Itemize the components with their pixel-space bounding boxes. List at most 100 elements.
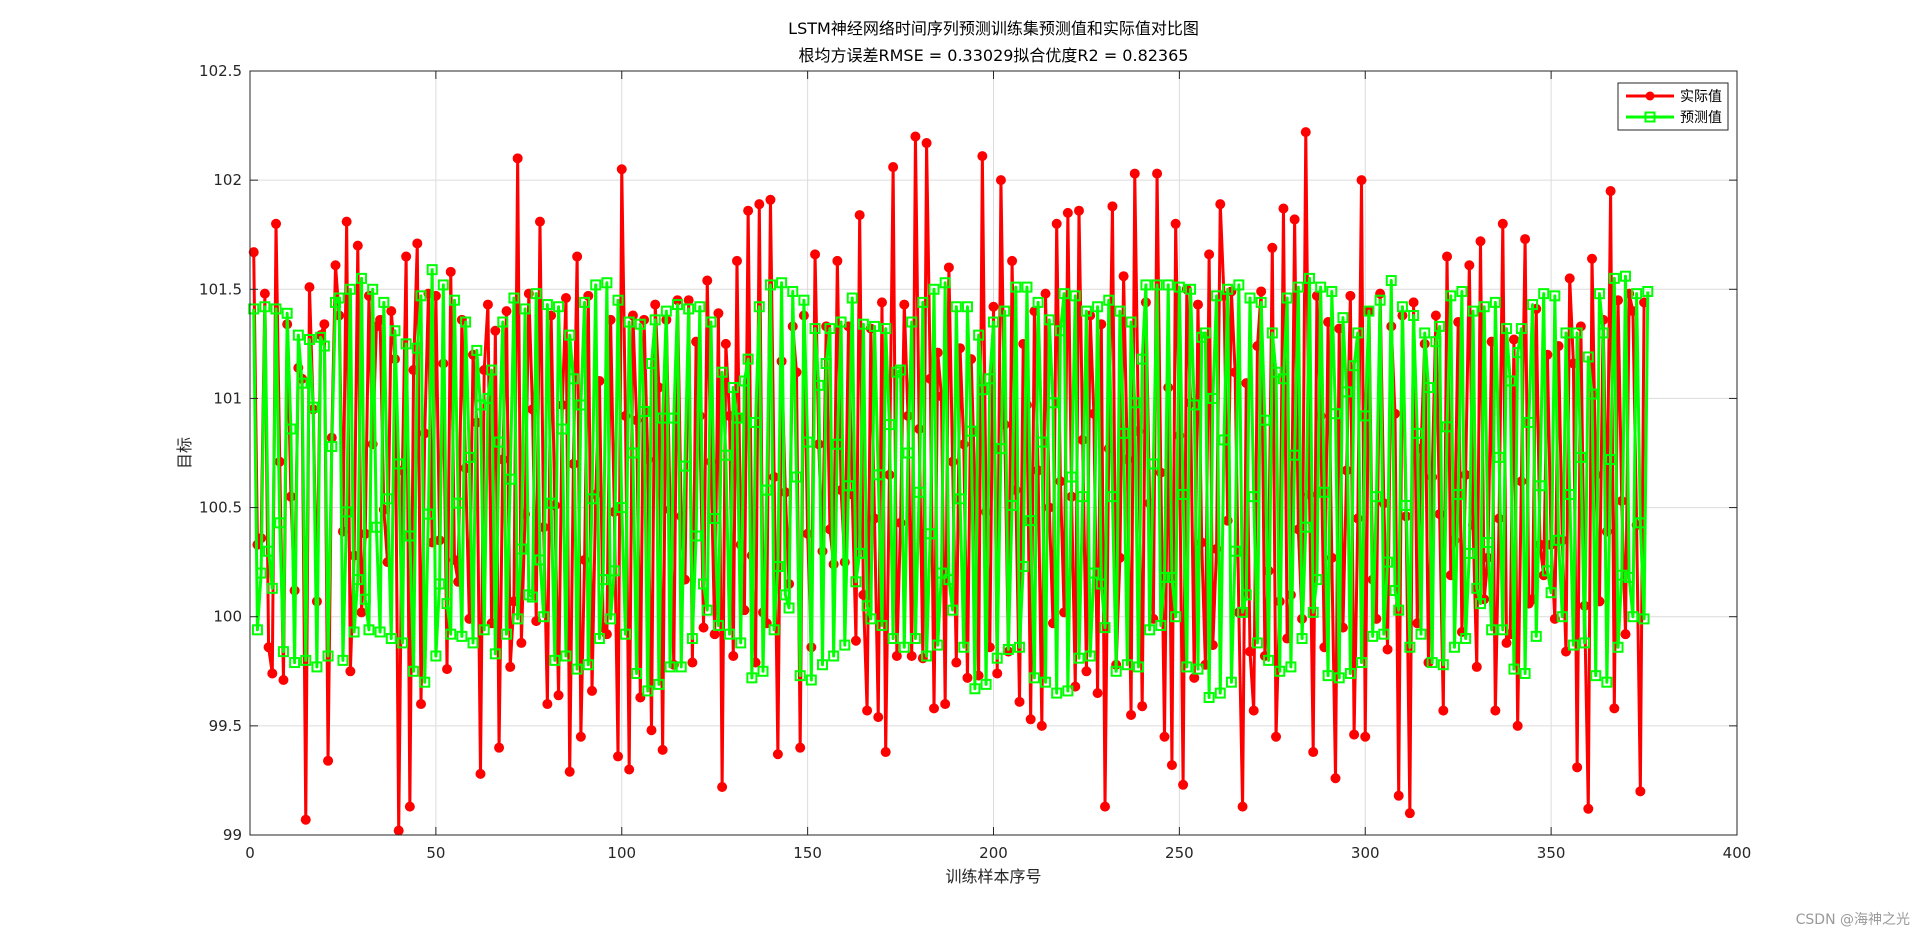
data-point	[810, 249, 821, 260]
data-point	[270, 303, 282, 315]
data-point	[1475, 236, 1486, 247]
data-point	[713, 308, 724, 319]
data-point	[1281, 292, 1293, 304]
data-point	[590, 279, 602, 291]
data-point	[1271, 731, 1282, 742]
data-point	[795, 742, 806, 753]
data-point	[1634, 517, 1646, 529]
data-point	[259, 301, 271, 313]
data-point	[560, 293, 571, 304]
data-point	[1204, 249, 1215, 260]
data-point	[1229, 545, 1241, 557]
data-point	[474, 399, 486, 411]
data-point	[1486, 624, 1498, 636]
data-point	[1378, 628, 1390, 640]
data-point	[1322, 670, 1334, 682]
data-point	[400, 338, 412, 350]
data-point	[386, 306, 397, 317]
data-point	[616, 502, 628, 514]
data-point	[1434, 320, 1446, 332]
data-point	[345, 666, 356, 677]
data-point	[865, 613, 877, 625]
data-point	[1007, 255, 1018, 266]
data-point	[1248, 705, 1259, 716]
data-point	[750, 416, 762, 428]
data-point	[352, 574, 364, 586]
data-point	[1504, 375, 1516, 387]
legend-label: 实际值	[1680, 89, 1722, 105]
data-point	[1549, 290, 1561, 302]
data-point	[323, 755, 334, 766]
data-point	[634, 318, 646, 330]
data-point	[1408, 297, 1419, 308]
data-point	[277, 646, 289, 658]
data-point	[356, 607, 367, 618]
data-point	[764, 279, 776, 291]
data-point	[281, 307, 293, 319]
data-point	[597, 574, 609, 586]
data-point	[619, 628, 631, 640]
data-point	[1572, 762, 1583, 773]
data-point	[1560, 327, 1572, 339]
data-point	[995, 443, 1007, 455]
data-point	[1553, 534, 1565, 546]
data-point	[1285, 661, 1297, 673]
data-point	[888, 162, 899, 173]
data-point	[1564, 488, 1576, 500]
data-point	[1512, 720, 1523, 731]
data-point	[530, 288, 542, 300]
data-point	[1597, 327, 1609, 339]
x-tick-label: 50	[426, 844, 445, 862]
data-point	[649, 314, 661, 326]
data-point	[1002, 643, 1014, 655]
data-point	[1103, 294, 1115, 306]
data-point	[724, 628, 736, 640]
data-point	[727, 382, 739, 394]
data-point	[783, 602, 795, 614]
data-point	[1159, 571, 1171, 583]
data-point	[1192, 299, 1203, 310]
data-point	[341, 216, 352, 227]
y-axis-label: 目标	[175, 437, 194, 469]
data-point	[880, 747, 891, 758]
data-point	[843, 480, 855, 492]
data-point	[1601, 676, 1613, 688]
data-point	[1419, 327, 1431, 339]
data-point	[1014, 641, 1026, 653]
data-point	[1177, 488, 1189, 500]
data-point	[1411, 427, 1423, 439]
data-point	[1389, 585, 1401, 597]
data-point	[1118, 427, 1130, 439]
data-point	[761, 484, 773, 496]
data-point	[1620, 629, 1631, 640]
data-point	[717, 781, 728, 792]
data-point	[307, 401, 319, 413]
legend-label: 预测值	[1680, 110, 1722, 126]
data-point	[1266, 327, 1278, 339]
data-point	[624, 764, 635, 775]
data-point	[1452, 488, 1464, 500]
y-tick-label: 99	[223, 826, 242, 844]
data-point	[686, 633, 698, 645]
data-point	[482, 299, 493, 310]
data-point	[701, 604, 713, 616]
plot-clip-area	[248, 127, 1654, 836]
data-point	[1631, 288, 1643, 300]
data-point	[1107, 201, 1118, 212]
data-point	[880, 323, 892, 335]
data-point	[779, 589, 791, 601]
x-axis: 0 50 100 150 200 250 300 350 400	[245, 71, 1751, 862]
data-point	[909, 633, 921, 645]
data-point	[344, 283, 356, 295]
data-point	[579, 296, 591, 308]
data-point	[326, 440, 338, 452]
legend-marker	[1645, 91, 1655, 101]
data-point	[1501, 637, 1512, 648]
data-point	[1077, 491, 1089, 503]
data-point	[359, 593, 371, 605]
x-tick-label: 100	[607, 844, 636, 862]
data-point	[1040, 676, 1052, 688]
data-point	[802, 436, 814, 448]
data-point	[1460, 633, 1472, 645]
data-point	[1054, 325, 1066, 337]
